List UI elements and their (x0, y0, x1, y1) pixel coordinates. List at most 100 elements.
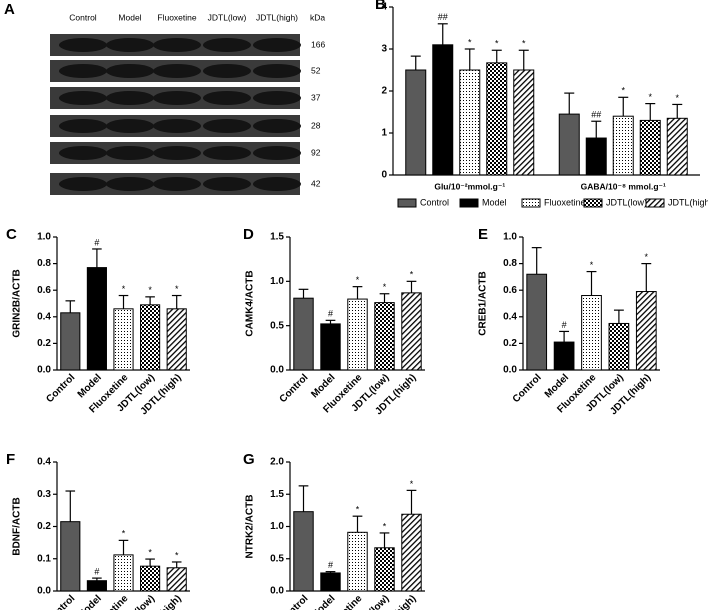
bar (140, 565, 161, 592)
bar (113, 554, 134, 592)
panel-letter: A (4, 1, 15, 18)
panel-letter: C (6, 226, 17, 243)
y-axis-title: BDNF/ACTB (12, 497, 23, 555)
panel-letter: D (243, 226, 254, 243)
significance-label: * (383, 282, 387, 292)
y-tick-label: 0.3 (37, 489, 51, 500)
blot-band (106, 177, 154, 191)
panel-letter: F (6, 451, 15, 468)
y-tick-label: 0.8 (503, 258, 517, 269)
blot-band (253, 91, 301, 105)
significance-label: * (410, 479, 414, 489)
lane-label: JDTL(low) (208, 12, 247, 22)
bar (553, 341, 575, 371)
significance-label: * (675, 93, 679, 103)
significance-label: * (148, 547, 152, 557)
bar (585, 137, 607, 176)
bar (526, 273, 548, 371)
bar (612, 115, 634, 176)
blot-band (203, 64, 251, 78)
x-tick-label: Control (511, 372, 544, 405)
protein-label: BDNF (12, 120, 35, 130)
bar (86, 267, 107, 371)
legend-label: JDTL(low) (606, 197, 647, 207)
y-tick-label: 0.1 (37, 553, 51, 564)
blot-band (59, 119, 107, 133)
blot-band (106, 38, 154, 52)
legend-label: Fluoxetine (544, 197, 586, 207)
bar (347, 531, 368, 592)
bar (60, 521, 81, 592)
significance-label: * (383, 521, 387, 531)
x-tick-label: Model (309, 593, 337, 610)
blot-band (253, 119, 301, 133)
significance-label: * (648, 92, 652, 102)
y-tick-label: 0.5 (270, 320, 284, 331)
y-tick-label: 0.0 (270, 365, 284, 376)
y-tick-label: 0.0 (37, 586, 51, 597)
bar (486, 62, 508, 176)
blot-band (203, 146, 251, 160)
y-tick-label: 1.0 (270, 276, 284, 287)
lane-label: Control (69, 12, 97, 22)
blot-band (253, 177, 301, 191)
protein-label: CAMK4 (12, 65, 42, 75)
panel-letter: G (243, 451, 255, 468)
y-tick-label: 1.5 (270, 232, 284, 243)
unit-label: kDa (310, 12, 325, 22)
legend-swatch (583, 198, 603, 208)
legend-label: JDTL(high) (668, 197, 708, 207)
blot-band (59, 177, 107, 191)
significance-label: * (410, 270, 414, 280)
bar (347, 298, 368, 371)
y-tick-label: 0.8 (37, 258, 51, 269)
bar (140, 304, 161, 371)
significance-label: # (328, 560, 333, 570)
kda-label: 42 (311, 178, 321, 188)
kda-label: 28 (311, 120, 321, 130)
y-tick-label: 0.0 (503, 365, 517, 376)
blot-band (253, 146, 301, 160)
bar (293, 511, 314, 592)
blot-band (203, 177, 251, 191)
significance-label: * (356, 275, 360, 285)
protein-label: CREB1 (12, 92, 41, 102)
y-tick-label: 0.0 (37, 365, 51, 376)
panel-letter: B (375, 0, 386, 13)
x-tick-label: Control (44, 372, 77, 405)
bar (113, 308, 134, 371)
y-tick-label: 0.4 (37, 311, 51, 322)
y-tick-label: 1.0 (503, 232, 517, 243)
kda-label: 37 (311, 92, 321, 102)
bar (401, 513, 422, 592)
blot-band (153, 91, 201, 105)
significance-label: # (562, 320, 567, 330)
blot-band (153, 38, 201, 52)
significance-label: ## (438, 12, 448, 22)
bar (639, 119, 661, 176)
legend-label: Model (482, 197, 507, 207)
y-tick-label: 0.6 (503, 285, 517, 296)
blot-band (59, 146, 107, 160)
bar (320, 572, 341, 592)
y-tick-label: 0.5 (270, 553, 284, 564)
y-tick-label: 0 (381, 170, 387, 181)
y-tick-label: 0.6 (37, 285, 51, 296)
y-tick-label: 0.4 (503, 311, 517, 322)
x-tick-label: Model (76, 593, 104, 610)
bar (581, 295, 602, 371)
significance-label: * (522, 39, 526, 49)
bar (608, 322, 630, 371)
y-tick-label: 0.2 (37, 338, 51, 349)
bar (60, 312, 81, 371)
bar (635, 291, 657, 371)
bar (166, 567, 187, 592)
blot-band (153, 64, 201, 78)
blot-band (106, 146, 154, 160)
lane-label: Model (118, 12, 141, 22)
x-tick-label: Control (278, 372, 311, 405)
y-axis-title: GRIN2B/ACTB (12, 269, 23, 337)
significance-label: * (356, 505, 360, 515)
bar (432, 44, 454, 176)
x-tick-label: GABA/10⁻⁸ mmol.g⁻¹ (581, 181, 666, 191)
